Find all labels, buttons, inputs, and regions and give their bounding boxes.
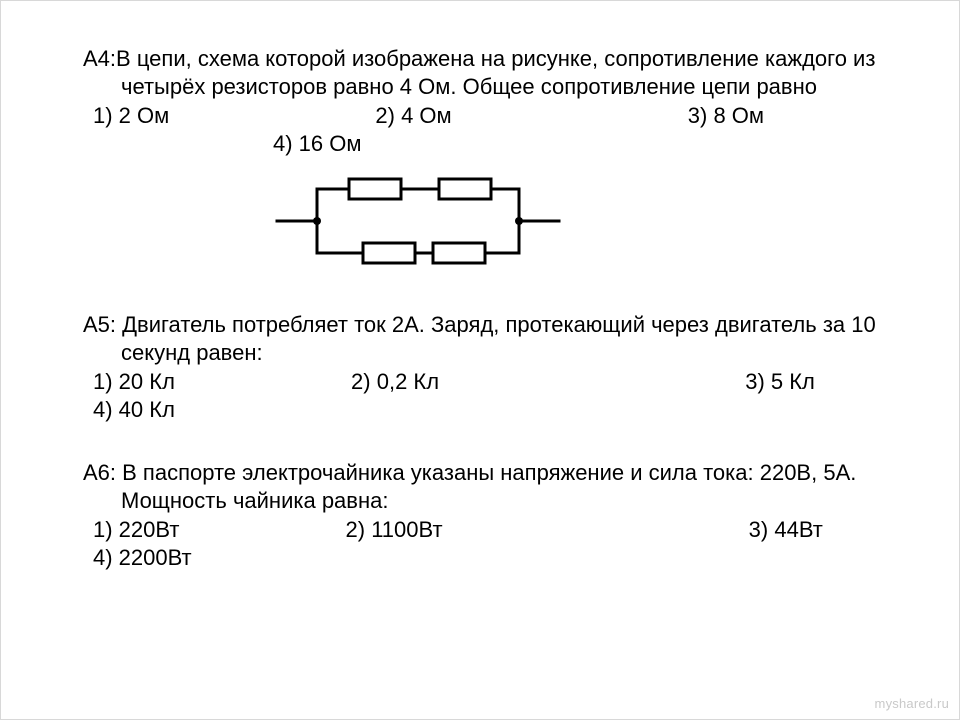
a4-opt-3: 3) 8 Ом bbox=[688, 102, 764, 130]
circuit-diagram bbox=[273, 167, 563, 275]
question-a6-body: В паспорте электрочайника указаны напряж… bbox=[116, 460, 856, 513]
question-a4-body: В цепи, схема которой изображена на рису… bbox=[116, 46, 875, 99]
a4-opt-4: 4) 16 Ом bbox=[273, 130, 362, 158]
question-a4-options: 1) 2 Ом 2) 4 Ом 3) 8 Ом 4) 16 Ом bbox=[53, 102, 907, 157]
a6-opt-3: 3) 44Вт bbox=[749, 516, 823, 544]
a4-opt-1: 1) 2 Ом bbox=[93, 102, 169, 130]
question-a6-label: А6: bbox=[83, 460, 116, 485]
a6-opt-4: 4) 2200Вт bbox=[93, 544, 192, 572]
slide-page: А4:В цепи, схема которой изображена на р… bbox=[0, 0, 960, 720]
question-a4-text: А4:В цепи, схема которой изображена на р… bbox=[53, 45, 907, 100]
watermark: myshared.ru bbox=[875, 696, 949, 711]
a5-opt-1: 1) 20 Кл bbox=[93, 368, 175, 396]
a6-opt-1: 1) 220Вт bbox=[93, 516, 179, 544]
question-a5: А5: Двигатель потребляет ток 2А. Заряд, … bbox=[53, 311, 907, 423]
question-a5-options: 1) 20 Кл 2) 0,2 Кл 3) 5 Кл 4) 40 Кл bbox=[53, 368, 907, 423]
question-a6-text: А6: В паспорте электрочайника указаны на… bbox=[53, 459, 907, 514]
a6-opt-2: 2) 1100Вт bbox=[346, 516, 443, 544]
question-a4-label: А4: bbox=[83, 46, 116, 71]
question-a6: А6: В паспорте электрочайника указаны на… bbox=[53, 459, 907, 571]
question-a5-text: А5: Двигатель потребляет ток 2А. Заряд, … bbox=[53, 311, 907, 366]
question-a5-body: Двигатель потребляет ток 2А. Заряд, прот… bbox=[116, 312, 876, 365]
a5-opt-3: 3) 5 Кл bbox=[745, 368, 815, 396]
a4-opt-2: 2) 4 Ом bbox=[375, 102, 451, 130]
question-a5-label: А5: bbox=[83, 312, 116, 337]
a5-opt-2: 2) 0,2 Кл bbox=[351, 368, 439, 396]
a5-opt-4: 4) 40 Кл bbox=[93, 396, 175, 424]
circuit-diagram-wrap bbox=[53, 167, 907, 275]
question-a4: А4:В цепи, схема которой изображена на р… bbox=[53, 45, 907, 275]
question-a6-options: 1) 220Вт 2) 1100Вт 3) 44Вт 4) 2200Вт bbox=[53, 516, 907, 571]
